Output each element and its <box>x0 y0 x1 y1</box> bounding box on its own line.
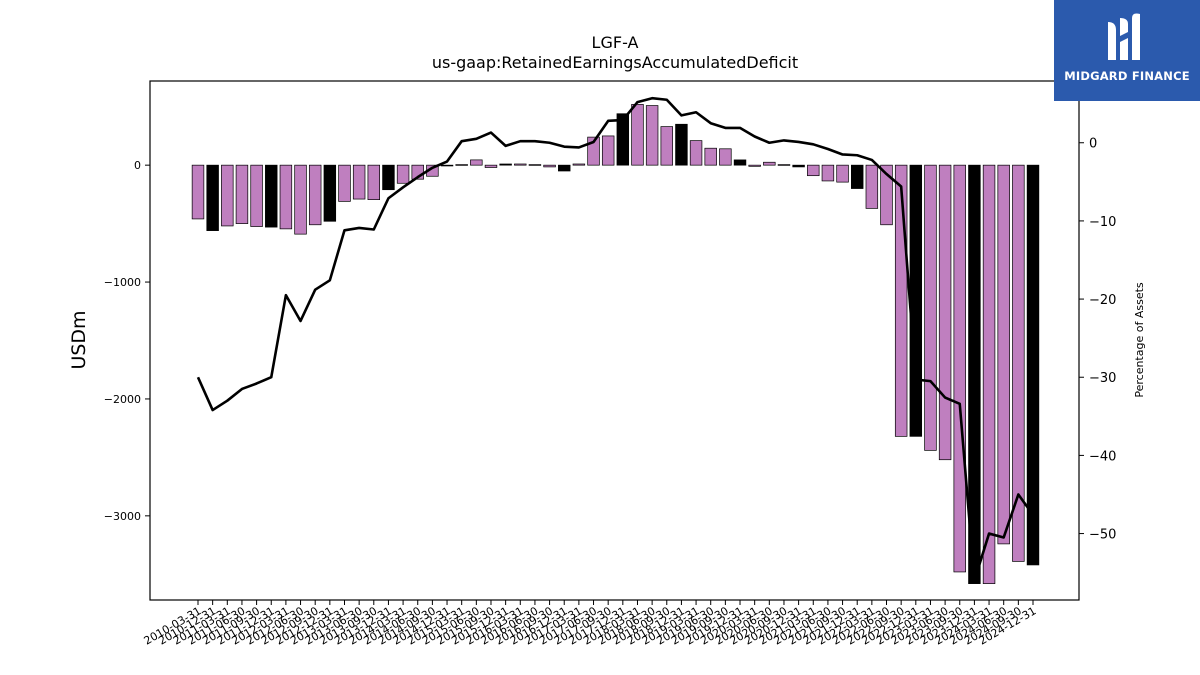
plot-frame <box>149 80 1080 601</box>
bar <box>206 164 219 231</box>
y2-axis-label: Percentage of Assets <box>1133 282 1146 398</box>
bar <box>235 164 249 224</box>
bar <box>558 164 571 172</box>
bar <box>660 126 673 166</box>
midgard-finance-logo: MIDGARD FINANCE <box>1054 0 1200 101</box>
bar <box>587 136 600 166</box>
bar <box>792 164 805 168</box>
bar <box>748 164 761 167</box>
bar <box>1026 164 1040 566</box>
bar <box>338 164 351 202</box>
y-axis-left: 0 −1000 −2000 −3000 <box>104 159 150 523</box>
bar <box>894 164 908 437</box>
bar <box>250 164 263 227</box>
bar <box>528 164 542 166</box>
bar <box>645 105 659 166</box>
bar <box>514 163 527 166</box>
y2-tick-label: −50 <box>1089 528 1116 543</box>
y-tick-label: 0 <box>134 159 141 172</box>
bar <box>440 164 454 167</box>
y-tick-label: −1000 <box>104 276 141 289</box>
logo-mark-icon <box>1108 13 1140 60</box>
bar <box>689 140 703 166</box>
chart-subtitle: us-gaap:RetainedEarningsAccumulatedDefic… <box>432 53 798 72</box>
y-axis-label: USDm <box>68 310 90 369</box>
bar <box>909 164 923 437</box>
percentage-line <box>196 96 1035 582</box>
bar <box>601 135 615 166</box>
bar <box>777 164 791 166</box>
bar <box>470 159 483 166</box>
bar <box>631 104 644 166</box>
percentage-line-path <box>196 96 1035 582</box>
bar <box>352 164 366 200</box>
bar <box>294 164 307 235</box>
bar <box>865 164 879 209</box>
bar <box>191 164 205 220</box>
chart-title: LGF-A <box>592 33 639 52</box>
bar <box>997 164 1010 545</box>
bar <box>938 164 952 461</box>
bar <box>396 164 410 184</box>
y2-tick-label: −40 <box>1089 449 1116 464</box>
y2-tick-label: 0 <box>1089 137 1097 152</box>
bar <box>719 148 732 166</box>
bar <box>968 164 981 584</box>
bar <box>455 164 468 166</box>
bar <box>543 164 556 168</box>
bar <box>484 164 498 168</box>
bar <box>221 164 234 227</box>
bar <box>499 163 512 166</box>
bar <box>733 159 747 166</box>
bar <box>616 113 630 166</box>
bar <box>323 164 337 222</box>
y-tick-label: −2000 <box>104 393 141 406</box>
bar <box>572 163 586 166</box>
bar <box>763 161 776 166</box>
y2-tick-label: −20 <box>1089 293 1116 308</box>
bar <box>924 164 937 451</box>
bar <box>982 164 996 584</box>
bar <box>953 164 966 573</box>
bar <box>807 164 820 177</box>
bar <box>279 164 293 230</box>
y-axis-right: 0 −10 −20 −30 −40 −50 <box>1079 137 1116 543</box>
bars <box>191 104 1040 584</box>
y2-tick-label: −10 <box>1089 215 1116 230</box>
bar <box>265 164 278 228</box>
bar <box>850 164 864 189</box>
logo-text: MIDGARD FINANCE <box>1064 69 1190 83</box>
bar <box>675 123 688 166</box>
bar <box>308 164 322 226</box>
bar <box>880 164 893 226</box>
y-tick-label: −3000 <box>104 510 141 523</box>
bar <box>1012 164 1025 562</box>
bar <box>704 147 717 166</box>
x-axis: 2010-03-312010-12-312011-03-312011-06-30… <box>142 600 1039 648</box>
bar <box>821 164 835 182</box>
bar <box>367 164 380 200</box>
bar <box>836 164 849 183</box>
y2-tick-label: −30 <box>1089 371 1116 386</box>
bar <box>382 164 395 191</box>
